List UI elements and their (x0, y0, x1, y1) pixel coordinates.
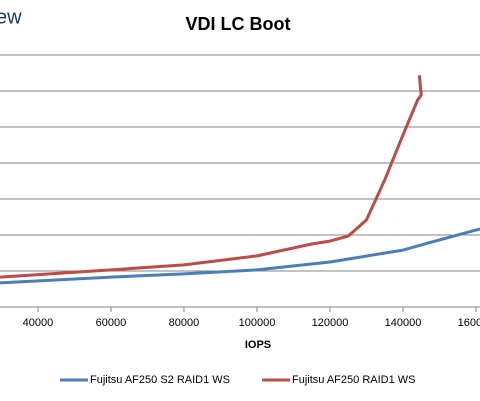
x-tick-label: 60000 (96, 317, 127, 329)
x-tick-label: 100000 (239, 317, 276, 329)
x-tick-label: 80000 (169, 317, 200, 329)
series-line (0, 227, 480, 285)
series-line (0, 75, 423, 279)
x-tick-label: 40000 (23, 317, 54, 329)
x-axis-label: IOPS (245, 339, 271, 351)
chart-title: VDI LC Boot (186, 14, 291, 34)
x-tick-label: 160000 (458, 317, 480, 329)
x-tick-label: 140000 (385, 317, 422, 329)
x-tick-label: 120000 (312, 317, 349, 329)
legend-label: Fujitsu AF250 S2 RAID1 WS (90, 374, 230, 386)
legend-label: Fujitsu AF250 RAID1 WS (292, 374, 416, 386)
logo: ew (0, 6, 22, 28)
